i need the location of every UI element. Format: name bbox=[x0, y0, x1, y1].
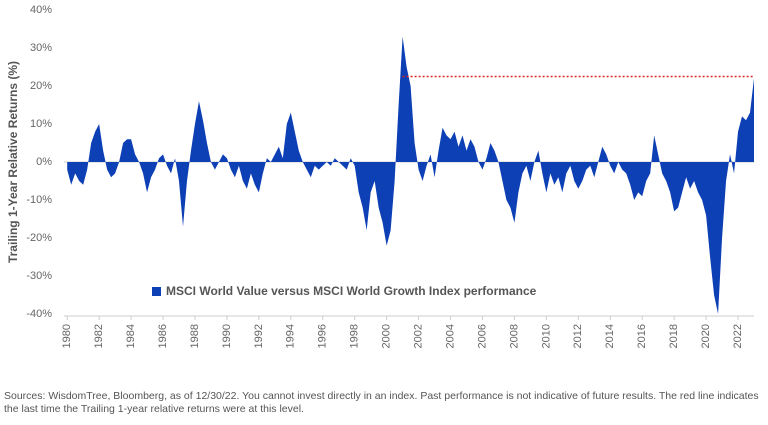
y-axis-label: Trailing 1-Year Relative Returns (%) bbox=[6, 61, 20, 263]
x-tick-label: 1996 bbox=[317, 324, 329, 348]
y-tick-label: -30% bbox=[26, 270, 52, 282]
x-tick-label: 1986 bbox=[157, 324, 169, 348]
x-tick-label: 2004 bbox=[444, 324, 456, 348]
x-tick-label: 1998 bbox=[349, 324, 361, 348]
x-tick-label: 2018 bbox=[668, 324, 680, 348]
x-tick-label: 2022 bbox=[732, 324, 744, 348]
y-tick-label: -10% bbox=[26, 194, 52, 206]
x-tick-label: 2020 bbox=[700, 324, 712, 348]
x-tick-label: 1980 bbox=[61, 324, 73, 348]
x-tick-label: 1992 bbox=[253, 324, 265, 348]
y-tick-label: 40% bbox=[30, 4, 52, 16]
x-tick-label: 2008 bbox=[508, 324, 520, 348]
x-tick-label: 2016 bbox=[636, 324, 648, 348]
x-tick-label: 1988 bbox=[189, 324, 201, 348]
y-tick-label: 10% bbox=[30, 118, 52, 130]
y-tick-label: 30% bbox=[30, 42, 52, 54]
area bbox=[67, 36, 754, 314]
x-tick-label: 2014 bbox=[604, 324, 616, 348]
x-tick-label: 2000 bbox=[381, 324, 393, 348]
x-tick-label: 1984 bbox=[125, 324, 137, 348]
y-tick-label: -40% bbox=[26, 308, 52, 320]
y-tick-label: 20% bbox=[30, 80, 52, 92]
x-tick-label: 2012 bbox=[572, 324, 584, 348]
chart: -40% -30% -20% -10% 0% 10% 20% 30% 40% 1980 1982 19… bbox=[6, 4, 754, 348]
x-tick-label: 2010 bbox=[540, 324, 552, 348]
y-tick-label: 0% bbox=[36, 156, 52, 168]
legend-swatch bbox=[152, 287, 161, 296]
x-tick-label: 2002 bbox=[412, 324, 424, 348]
footnote: Sources: WisdomTree, Bloomberg, as of 12… bbox=[4, 390, 759, 415]
x-tick-label: 1994 bbox=[285, 324, 297, 348]
x-tick-label: 1990 bbox=[221, 324, 233, 348]
x-tick-label: 2006 bbox=[476, 324, 488, 348]
x-tick-label: 1982 bbox=[93, 324, 105, 348]
legend-label: MSCI World Value versus MSCI World Growt… bbox=[166, 284, 537, 298]
y-tick-label: -20% bbox=[26, 232, 52, 244]
